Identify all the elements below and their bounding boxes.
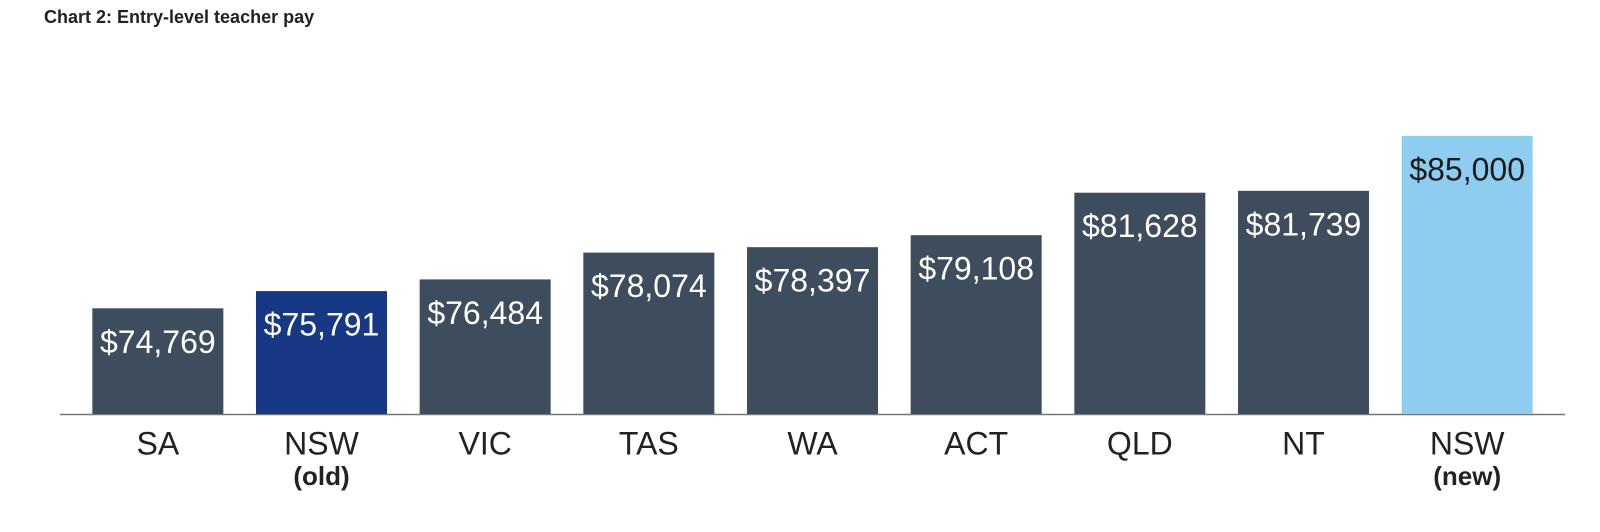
bar	[583, 252, 715, 414]
bar	[1238, 190, 1369, 414]
value-label: $78,074	[591, 268, 707, 304]
value-label: $79,108	[918, 251, 1034, 287]
value-label: $75,791	[264, 307, 380, 343]
bar	[256, 291, 387, 414]
bar	[910, 235, 1042, 414]
x-tick-label: TAS	[619, 425, 679, 461]
x-tick-label: WA	[787, 425, 838, 461]
x-tick-label: NSW	[284, 425, 359, 461]
value-label: $78,397	[755, 263, 871, 299]
value-label: $76,484	[427, 295, 543, 331]
bar	[747, 247, 878, 414]
x-tick-sublabel: (old)	[293, 461, 349, 491]
x-tick-label: VIC	[458, 425, 511, 461]
value-label: $81,628	[1082, 208, 1198, 244]
bar	[1074, 192, 1206, 414]
bar	[419, 279, 551, 414]
x-tick-label: ACT	[944, 425, 1008, 461]
value-label: $74,769	[100, 324, 216, 360]
x-tick-label: SA	[136, 425, 179, 461]
x-tick-label: QLD	[1107, 425, 1173, 461]
value-label: $85,000	[1409, 151, 1525, 187]
bar	[1401, 135, 1533, 414]
x-tick-sublabel: (new)	[1433, 461, 1501, 491]
x-tick-label: NT	[1282, 425, 1325, 461]
value-label: $81,739	[1246, 206, 1362, 242]
x-tick-label: NSW	[1430, 425, 1505, 461]
chart-title: Chart 2: Entry-level teacher pay	[44, 7, 314, 27]
bar	[92, 308, 224, 414]
